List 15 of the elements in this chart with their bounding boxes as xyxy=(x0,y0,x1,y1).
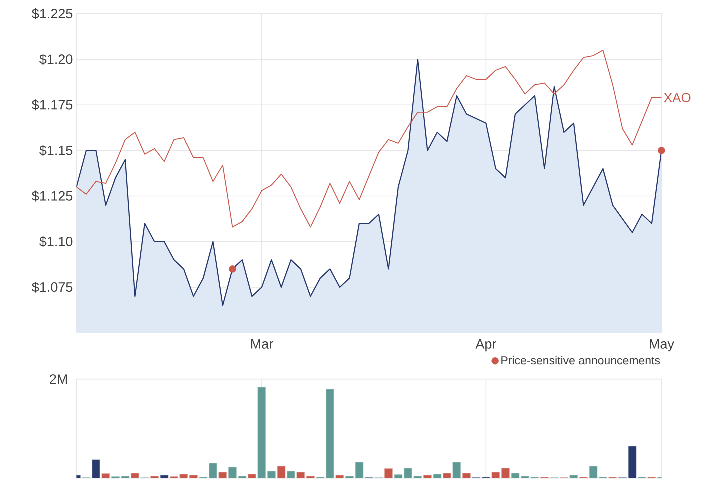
bar xyxy=(384,468,393,478)
series-label: XAO xyxy=(664,93,691,102)
line-series xyxy=(76,50,662,228)
x-tick-label: May xyxy=(650,340,674,352)
x-tick-label: Apr xyxy=(476,340,496,352)
y-tick-label: $1.175 xyxy=(32,100,73,111)
y-tick-label: $1.225 xyxy=(32,8,73,20)
y-tick-label: $1.075 xyxy=(32,282,73,293)
y-tick-label: $1.20 xyxy=(40,54,73,66)
text: 2M xyxy=(50,374,68,384)
y-tick-label: $1.15 xyxy=(40,145,73,156)
legend-label: Price-sensitive announcements xyxy=(502,356,660,365)
x-tick-label: Mar xyxy=(251,340,274,349)
y-tick-label: $1.10 xyxy=(40,236,73,248)
y-tick-label: $1.125 xyxy=(32,190,73,202)
